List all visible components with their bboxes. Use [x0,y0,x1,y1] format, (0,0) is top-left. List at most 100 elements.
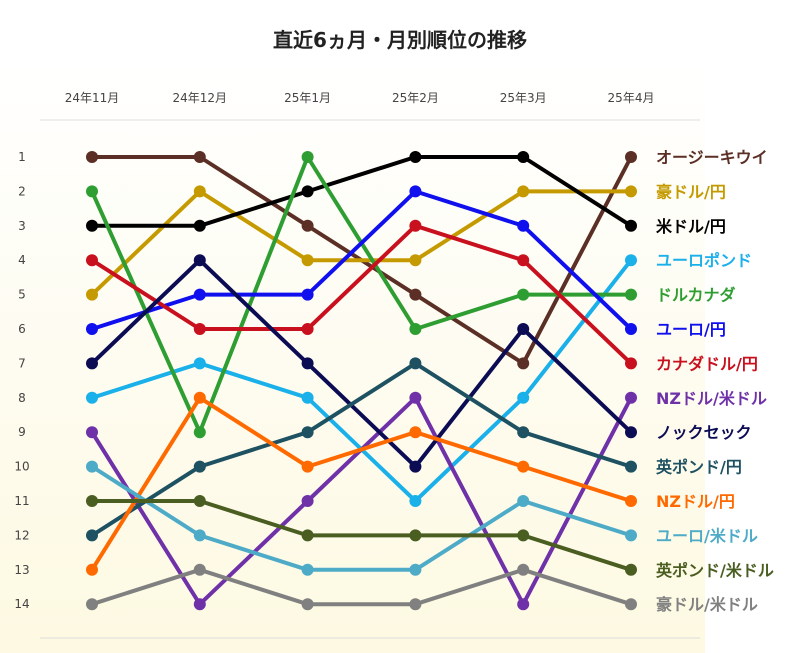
data-point [517,151,530,163]
data-point [517,323,530,335]
rank-label: 7 [18,356,26,370]
data-point [409,254,422,267]
column-headers: 24年11月 24年12月 25年1月 25年2月 25年3月 25年4月 [40,91,700,639]
series-label: カナダドル/円 [656,354,758,373]
data-point [517,563,530,576]
series-label: ノックセック [656,423,752,442]
data-point [193,563,206,576]
column-header: 25年2月 [392,91,439,105]
data-point [517,185,530,198]
series-line [90,155,633,228]
data-point [193,495,206,507]
rank-label: 4 [18,253,26,267]
rank-label: 13 [14,563,29,577]
data-point [301,219,314,232]
data-point [193,426,206,439]
series-label: ユーロ/米ドル [656,526,758,545]
series-label: ユーロポンド [656,251,752,270]
data-point [301,460,314,473]
rank-label: 12 [14,528,29,542]
data-point [86,151,98,163]
data-point [193,151,206,163]
rank-label: 11 [14,494,29,508]
data-point [301,151,314,163]
data-point [409,598,422,611]
data-point [517,495,530,507]
chart-title: 直近6ヵ月・月別順位の推移 [273,28,527,52]
series-label: NZドル/円 [656,492,735,511]
series-label: ドルカナダ [656,286,736,305]
data-point [517,219,530,232]
data-point [625,460,637,473]
data-point [86,598,98,611]
series-line [90,189,633,331]
data-point [193,598,206,611]
series-line [90,258,633,469]
data-point [409,529,422,542]
series-line [90,464,633,572]
data-point [86,426,98,439]
series-line [90,499,633,572]
column-header: 24年12月 [173,91,228,105]
series-label: 豪ドル/米ドル [656,595,758,614]
series-label: ユーロ/円 [656,320,726,339]
data-point [409,323,422,335]
data-point [301,426,314,439]
rank-label: 10 [14,460,29,474]
rank-label: 6 [18,322,26,336]
data-point [193,219,206,232]
data-point [301,495,314,507]
column-header: 24年11月 [65,91,120,105]
data-point [301,598,314,611]
rank-label: 1 [18,150,26,164]
data-point [625,185,637,198]
data-point [86,495,98,507]
data-point [193,323,206,335]
data-point [86,254,98,267]
data-point [301,323,314,335]
data-point [409,426,422,439]
series-lines [90,155,633,607]
data-point [409,495,422,507]
series-label: 米ドル/円 [656,217,726,236]
rank-label: 5 [18,288,26,302]
data-point [409,185,422,198]
data-point [409,460,422,473]
data-point [409,288,422,301]
data-point [625,391,637,404]
data-point [625,495,637,507]
series-line [90,395,633,572]
data-point [193,254,206,267]
data-point [193,391,206,404]
data-point [193,460,206,473]
rank-label: 2 [18,184,26,198]
data-point [301,288,314,301]
data-point [517,254,530,267]
data-point [409,357,422,370]
data-point [409,391,422,404]
data-point [86,323,98,335]
data-point [625,598,637,611]
data-point [193,288,206,301]
data-point [86,529,98,542]
rank-label: 3 [18,219,26,233]
data-point [86,288,98,301]
data-point [86,185,98,198]
rank-label: 14 [14,597,29,611]
data-point [193,185,206,198]
series-label: 英ポンド/米ドル [655,561,774,580]
data-point [625,254,637,267]
data-point [625,323,637,335]
data-point [625,288,637,301]
data-point [193,357,206,370]
data-point [517,391,530,404]
data-point [409,563,422,576]
data-point [517,598,530,611]
series-line [90,189,633,297]
data-point [409,151,422,163]
series-line [90,223,633,366]
data-point [86,460,98,473]
series-line [90,567,633,607]
